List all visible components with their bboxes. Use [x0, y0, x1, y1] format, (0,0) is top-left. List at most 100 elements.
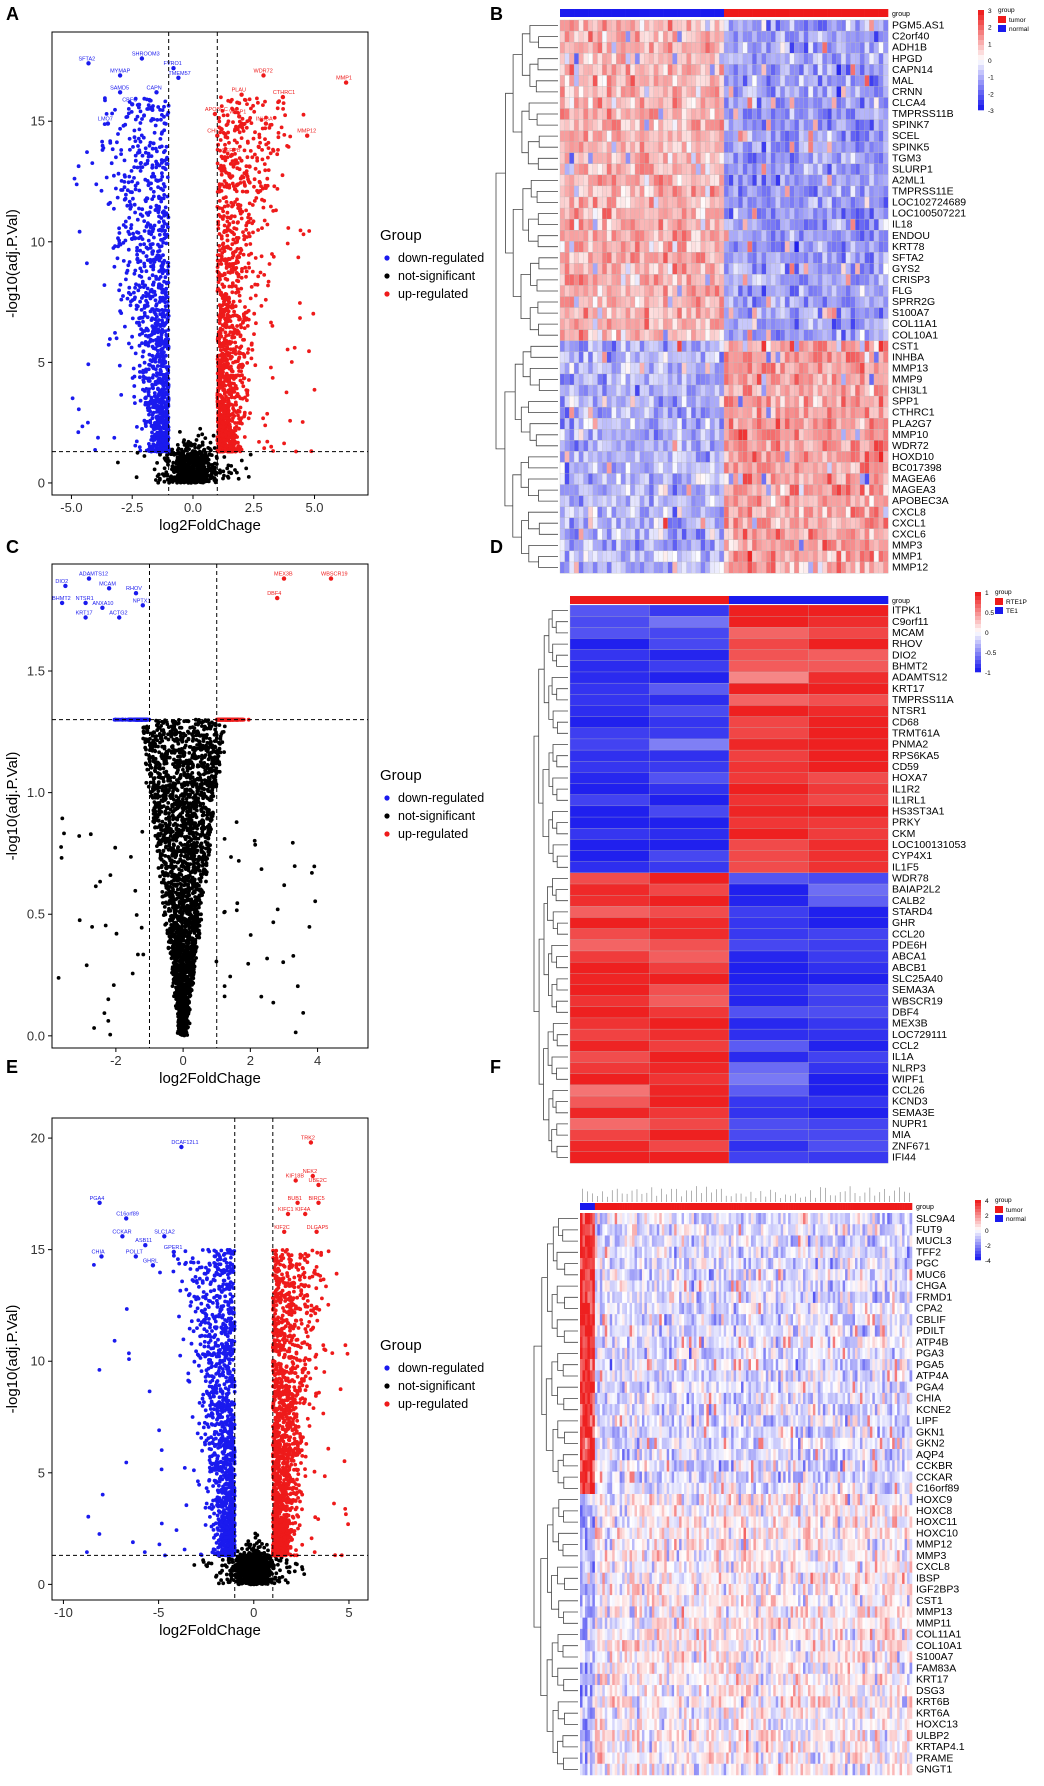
heatmap-cell — [578, 174, 584, 187]
point-down-regulated — [160, 271, 165, 276]
heatmap-cell — [761, 108, 767, 120]
point-up-regulated — [241, 376, 246, 381]
heatmap-cell — [564, 185, 570, 198]
heatmap-cell — [751, 30, 758, 43]
heatmap-cell — [625, 119, 631, 132]
heatmap-cell — [840, 41, 847, 54]
point-up-regulated — [233, 400, 238, 405]
heatmap-cell — [859, 130, 865, 143]
heatmap-cell — [770, 53, 776, 65]
heatmap-cell — [859, 97, 865, 109]
point-up-regulated — [223, 309, 227, 313]
point-not-significant — [196, 433, 201, 438]
point-up-regulated — [224, 200, 229, 204]
heatmap-cell — [756, 185, 762, 198]
heatmap-cell — [644, 229, 650, 242]
heatmap-cell — [808, 119, 814, 132]
heatmap-cell — [784, 196, 790, 209]
point-up-regulated — [269, 365, 273, 370]
heatmap-cell — [869, 119, 875, 132]
heatmap-cell — [761, 241, 767, 253]
heatmap-cell — [583, 163, 589, 176]
heatmap-cell — [751, 86, 758, 98]
heatmap-cell — [653, 241, 659, 253]
heatmap-cell — [761, 53, 767, 65]
heatmap-cell — [658, 86, 664, 98]
heatmap-cell — [714, 218, 720, 231]
heatmap-cell — [695, 108, 701, 120]
point-down-regulated — [126, 341, 131, 346]
heatmap-cell — [756, 163, 762, 176]
heatmap-cell — [578, 218, 584, 231]
heatmap-cell — [606, 152, 612, 165]
legend-swatch — [384, 291, 390, 297]
heatmap-cell — [822, 130, 828, 143]
heatmap-cell — [789, 207, 795, 220]
heatmap-cell — [737, 241, 744, 253]
heatmap-cell — [775, 64, 781, 76]
heatmap-cell — [756, 119, 762, 132]
heatmap-cell — [850, 64, 856, 76]
point-down-regulated — [133, 153, 138, 158]
point-up-regulated — [247, 180, 252, 185]
point-up-regulated — [238, 299, 242, 303]
heatmap-cell — [840, 64, 847, 76]
heatmap-cell — [597, 97, 603, 109]
heatmap-cell — [719, 97, 725, 109]
heatmap-cell — [648, 229, 655, 242]
heatmap-cell — [644, 75, 650, 87]
heatmap-cell — [855, 30, 861, 43]
point-up-regulated — [247, 118, 252, 122]
heatmap-cell — [826, 152, 833, 165]
point-down-regulated — [152, 174, 157, 179]
heatmap-cell — [569, 119, 575, 132]
heatmap-cell — [592, 263, 598, 275]
heatmap-cell — [808, 75, 814, 87]
heatmap-cell — [714, 119, 720, 132]
heatmap-cell — [676, 174, 683, 187]
group-bar-cell — [850, 9, 856, 17]
point-up-regulated — [219, 262, 224, 266]
heatmap-cell — [808, 141, 814, 154]
point-down-regulated — [139, 269, 144, 274]
heatmap-cell — [597, 252, 603, 264]
heatmap-cell — [667, 229, 673, 242]
point-up-regulated — [263, 99, 267, 104]
point-down-regulated — [100, 148, 105, 152]
heatmap-cell — [845, 19, 851, 32]
point-down-regulated — [163, 404, 168, 408]
point-not-significant — [190, 453, 195, 458]
point-down-regulated — [113, 331, 117, 335]
heatmap-cell — [751, 263, 758, 275]
point-down-regulated — [164, 407, 169, 412]
heatmap-cell — [836, 141, 842, 154]
heatmap-cell — [850, 218, 856, 231]
point-down-regulated — [133, 443, 138, 448]
heatmap-cell — [705, 229, 711, 242]
heatmap-cell — [878, 141, 884, 154]
point-down-regulated — [155, 179, 160, 183]
heatmap-cell — [648, 108, 655, 120]
heatmap-cell — [869, 218, 875, 231]
point-up-regulated — [276, 100, 280, 105]
heatmap-cell — [747, 163, 753, 176]
heatmap-cell — [569, 174, 575, 187]
heatmap-cell — [709, 64, 716, 76]
heatmap-cell — [634, 53, 641, 65]
point-down-regulated — [141, 294, 146, 298]
heatmap-cell — [719, 19, 725, 32]
point-up-regulated — [298, 228, 303, 233]
heatmap-cell — [620, 196, 626, 209]
point-up-regulated — [272, 184, 277, 189]
point-down-regulated — [127, 174, 132, 179]
heatmap-cell — [700, 174, 706, 187]
heatmap-cell — [587, 64, 594, 76]
point-not-significant — [171, 468, 176, 473]
heatmap-cell — [602, 174, 608, 187]
heatmap-cell — [780, 108, 786, 120]
point-down-regulated — [126, 247, 131, 252]
heatmap-cell — [831, 229, 837, 242]
heatmap-cell — [653, 207, 659, 220]
heatmap-cell — [714, 141, 720, 154]
heatmap-cell — [592, 119, 598, 132]
